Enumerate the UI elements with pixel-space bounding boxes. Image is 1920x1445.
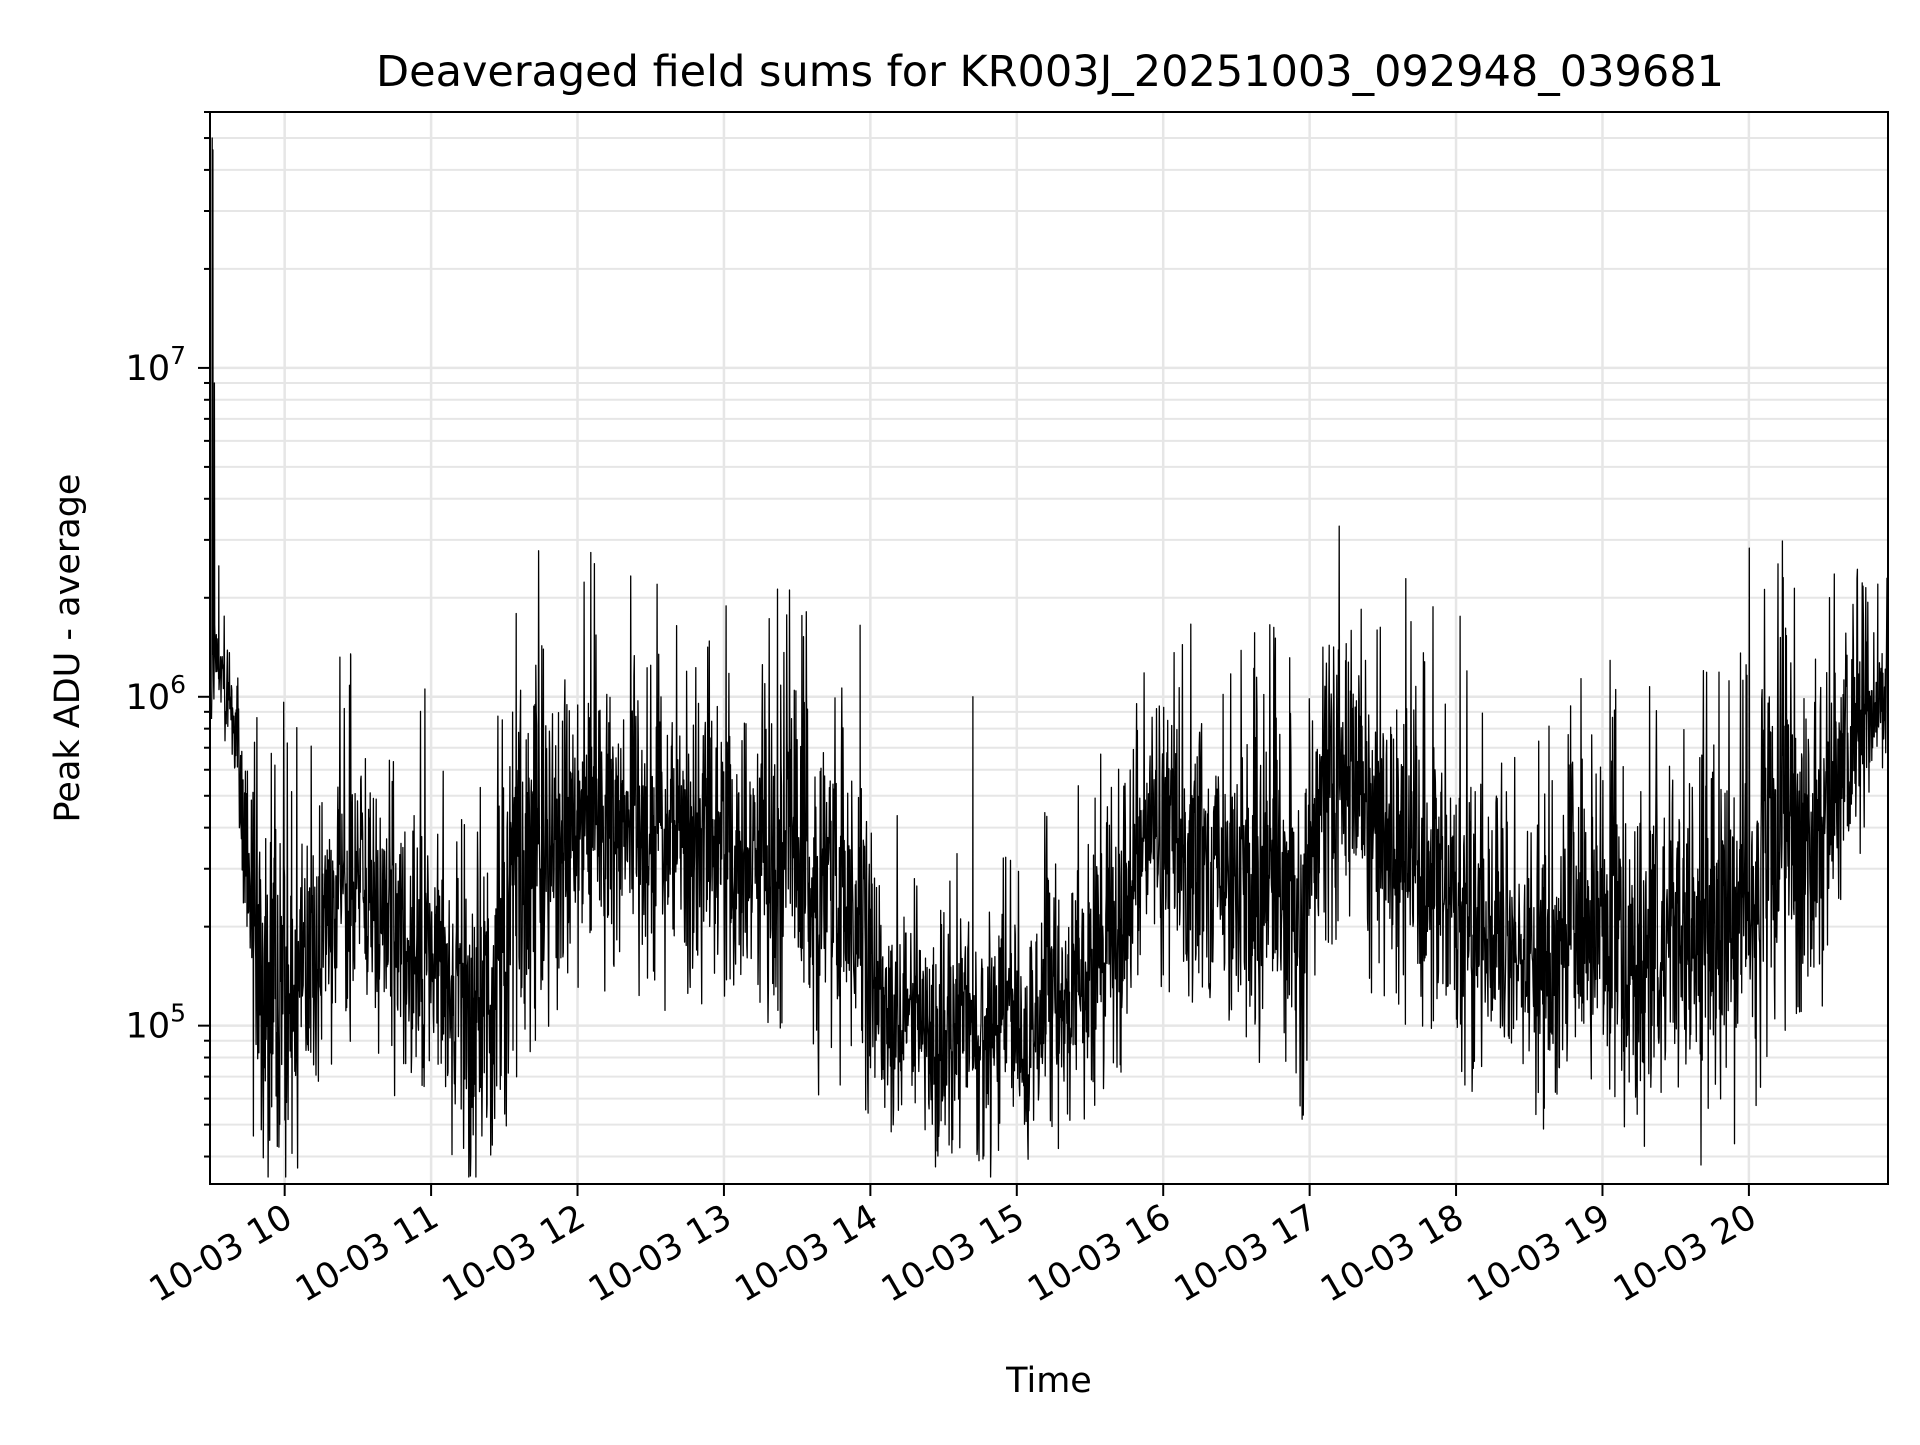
y-tick-base: 10 [126, 1007, 171, 1047]
chart-title: Deaveraged field sums for KR003J_2025100… [376, 47, 1724, 97]
y-tick-base: 10 [126, 349, 171, 389]
y-tick-exponent: 7 [170, 341, 186, 370]
y-tick-label: 106 [126, 670, 186, 718]
series-line [210, 137, 1888, 1178]
y-tick-exponent: 6 [170, 670, 186, 699]
y-tick-label: 107 [126, 341, 186, 389]
y-tick-base: 10 [126, 678, 171, 718]
y-tick-exponent: 5 [170, 999, 186, 1028]
series-layer [210, 137, 1888, 1178]
y-tick-label: 105 [126, 999, 186, 1047]
plot-frame [209, 111, 1889, 1185]
y-grid [210, 111, 1888, 1158]
y-axis-label: Peak ADU - average [48, 474, 88, 823]
x-axis-label: Time [1005, 1361, 1092, 1401]
